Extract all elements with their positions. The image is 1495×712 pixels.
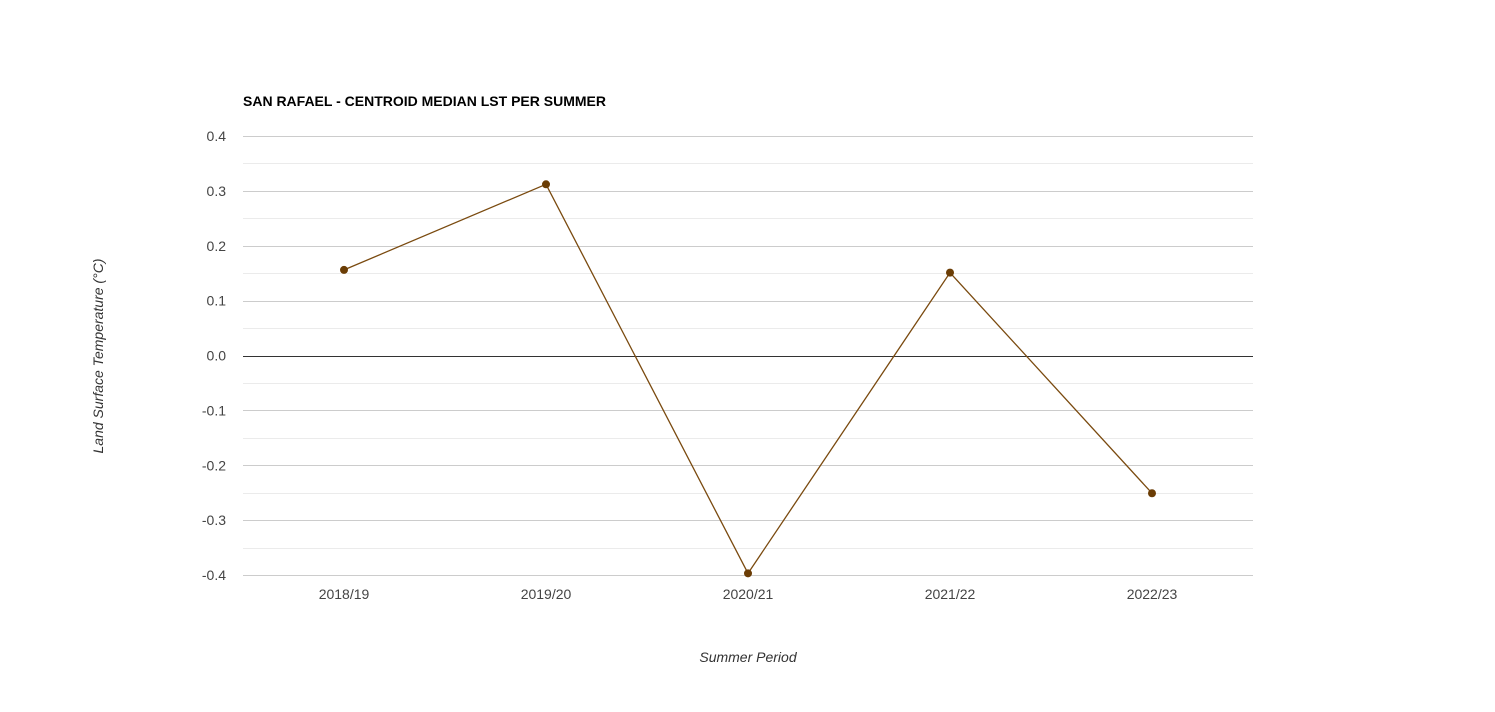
y-tick-label: -0.4 <box>202 567 226 583</box>
x-tick-label: 2018/19 <box>319 586 370 602</box>
data-point <box>946 269 954 277</box>
data-point <box>1148 489 1156 497</box>
y-tick-label: 0.1 <box>207 293 227 309</box>
y-axis-title: Land Surface Temperature (°C) <box>90 259 106 454</box>
x-tick-label: 2021/22 <box>925 586 976 602</box>
y-tick-label: 0.0 <box>207 348 227 364</box>
data-point <box>340 266 348 274</box>
x-tick-label: 2020/21 <box>723 586 774 602</box>
x-axis-title: Summer Period <box>699 649 797 665</box>
chart-title: SAN RAFAEL - CENTROID MEDIAN LST PER SUM… <box>243 93 606 109</box>
x-axis-tick-labels: 2018/19 2019/20 2020/21 2021/22 2022/23 <box>319 586 1178 602</box>
y-tick-label: 0.4 <box>207 128 227 144</box>
y-tick-label: 0.2 <box>207 238 227 254</box>
y-tick-label: 0.3 <box>207 183 227 199</box>
series-line-path <box>344 184 1152 573</box>
series-line <box>344 184 1152 573</box>
data-point <box>744 569 752 577</box>
data-point <box>542 180 550 188</box>
x-tick-label: 2019/20 <box>521 586 572 602</box>
x-tick-label: 2022/23 <box>1127 586 1178 602</box>
major-gridlines <box>243 137 1253 576</box>
y-tick-label: -0.3 <box>202 512 226 528</box>
series-points <box>340 180 1156 577</box>
y-axis-tick-labels: 0.4 0.3 0.2 0.1 0.0 -0.1 -0.2 -0.3 -0.4 <box>202 128 226 583</box>
y-tick-label: -0.2 <box>202 457 226 473</box>
y-tick-label: -0.1 <box>202 402 226 418</box>
